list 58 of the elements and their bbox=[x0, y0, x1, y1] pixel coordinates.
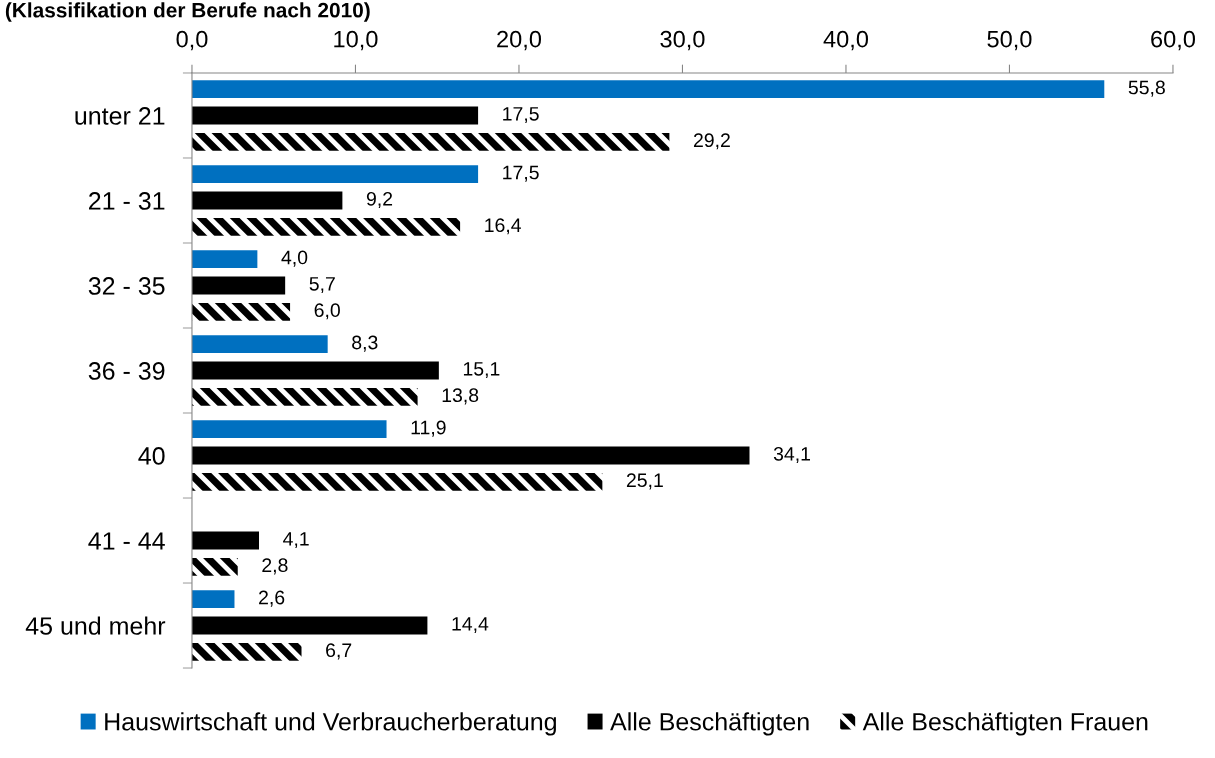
data-label: 11,9 bbox=[411, 420, 446, 437]
bar bbox=[191, 335, 328, 354]
bar bbox=[191, 276, 286, 295]
legend-label: Alle Beschäftigten bbox=[610, 712, 809, 736]
bar bbox=[191, 616, 428, 635]
data-label: 8,3 bbox=[352, 335, 378, 352]
bar bbox=[191, 217, 461, 236]
bar bbox=[191, 472, 603, 491]
y-tick-label: 45 und mehr bbox=[25, 616, 166, 635]
bar bbox=[191, 191, 343, 210]
bar bbox=[191, 590, 235, 609]
x-tick-label: 60,0 bbox=[1151, 30, 1196, 51]
x-tick-label: 40,0 bbox=[823, 30, 869, 51]
data-label: 15,1 bbox=[463, 362, 500, 379]
data-label: 25,1 bbox=[626, 473, 663, 490]
data-label: 13,8 bbox=[442, 388, 479, 405]
data-label: 6,7 bbox=[326, 643, 352, 660]
legend-label: Alle Beschäftigten Frauen bbox=[862, 712, 1148, 736]
y-tick-label: 21 - 31 bbox=[89, 192, 165, 210]
data-label: 2,6 bbox=[259, 590, 285, 607]
data-label: 4,1 bbox=[283, 532, 309, 549]
y-tick-label: 32 - 35 bbox=[88, 277, 165, 295]
x-tick-label: 10,0 bbox=[334, 30, 378, 51]
data-label: 9,2 bbox=[366, 191, 393, 209]
bar bbox=[191, 106, 479, 125]
x-tick-label: 0,0 bbox=[176, 30, 208, 51]
bar bbox=[191, 387, 418, 406]
bar bbox=[191, 446, 750, 465]
y-tick-label: 41 - 44 bbox=[88, 532, 165, 550]
data-label: 14,4 bbox=[452, 617, 489, 634]
chart-title: (Klassifikation der Berufe nach 2010) bbox=[5, 2, 370, 22]
bar bbox=[191, 165, 479, 184]
x-tick-label: 20,0 bbox=[497, 30, 542, 51]
bar bbox=[191, 250, 258, 269]
bar bbox=[191, 642, 302, 661]
data-label: 4,0 bbox=[281, 250, 308, 267]
data-label: 55,8 bbox=[1128, 80, 1165, 97]
bar bbox=[191, 420, 387, 439]
y-tick-label: unter 21 bbox=[75, 107, 165, 125]
bar bbox=[191, 132, 670, 151]
bar bbox=[191, 302, 291, 321]
data-label: 16,4 bbox=[485, 218, 521, 235]
data-label: 6,0 bbox=[314, 303, 340, 320]
x-tick-label: 50,0 bbox=[987, 30, 1032, 51]
legend-label: Hauswirtschaft und Verbraucherberatung bbox=[105, 712, 556, 736]
data-label: 34,1 bbox=[773, 446, 811, 464]
y-tick-label: 40 bbox=[138, 447, 165, 465]
data-label: 17,5 bbox=[503, 107, 539, 124]
bar bbox=[191, 80, 1105, 99]
bar bbox=[191, 531, 259, 550]
data-label: 5,7 bbox=[309, 277, 335, 294]
data-label: 17,5 bbox=[503, 165, 539, 182]
data-label: 29,2 bbox=[693, 133, 730, 150]
bar bbox=[191, 361, 439, 380]
data-label: 2,8 bbox=[262, 558, 288, 575]
x-tick-label: 30,0 bbox=[660, 30, 705, 51]
bar bbox=[191, 557, 238, 576]
y-tick-label: 36 - 39 bbox=[88, 362, 165, 380]
